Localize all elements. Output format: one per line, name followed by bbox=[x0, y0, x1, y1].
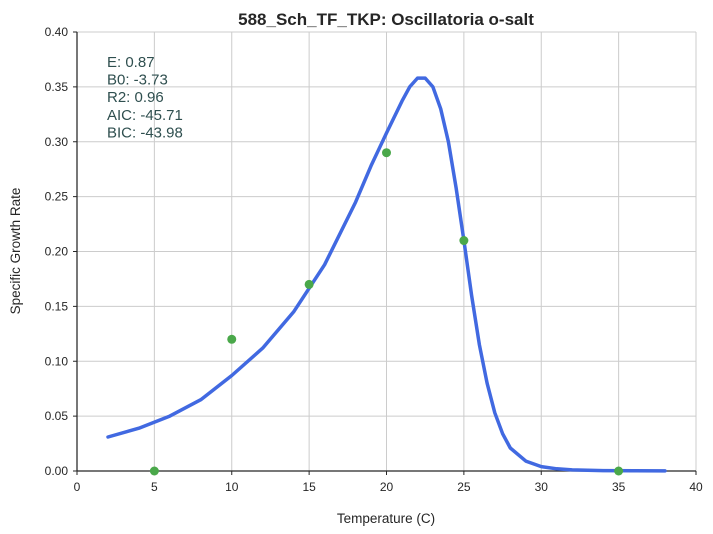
y-axis-title: Specific Growth Rate bbox=[8, 188, 23, 315]
chart-title: 588_Sch_TF_TKP: Oscillatoria o-salt bbox=[238, 10, 534, 29]
y-tick-label: 0.05 bbox=[45, 409, 69, 423]
data-point bbox=[149, 466, 159, 476]
fit-statistic: B0: -3.73 bbox=[107, 72, 168, 89]
y-tick-label: 0.40 bbox=[45, 25, 69, 39]
fit-statistic: AIC: -45.71 bbox=[107, 107, 183, 124]
y-tick-label: 0.30 bbox=[45, 135, 69, 149]
x-tick-label: 5 bbox=[151, 480, 158, 494]
x-tick-label: 40 bbox=[689, 480, 703, 494]
x-tick-label: 30 bbox=[535, 480, 549, 494]
fit-statistic: R2: 0.96 bbox=[107, 89, 164, 106]
x-tick-label: 15 bbox=[302, 480, 316, 494]
y-tick-label: 0.20 bbox=[45, 245, 69, 259]
fitted-curve bbox=[106, 76, 667, 473]
series bbox=[106, 76, 667, 476]
x-tick-label: 25 bbox=[457, 480, 471, 494]
x-tick-label: 0 bbox=[74, 480, 81, 494]
x-tick-label: 10 bbox=[225, 480, 239, 494]
data-point bbox=[382, 148, 391, 158]
y-tick-label: 0.35 bbox=[45, 80, 69, 94]
x-tick-label: 35 bbox=[612, 480, 626, 494]
y-tick-label: 0.10 bbox=[45, 354, 69, 368]
x-tick-labels: 0 5 10 15 20 25 30 35 40 bbox=[74, 480, 703, 494]
fit-statistic: BIC: -43.98 bbox=[107, 124, 183, 141]
y-tick-label: 0.15 bbox=[45, 299, 69, 313]
data-point bbox=[459, 236, 469, 246]
data-point bbox=[227, 334, 237, 344]
x-axis-title: Temperature (C) bbox=[337, 511, 435, 526]
fit-statistic: E: 0.87 bbox=[107, 54, 155, 71]
data-point bbox=[304, 279, 314, 289]
x-tick-label: 20 bbox=[380, 480, 394, 494]
y-tick-label: 0.00 bbox=[45, 464, 69, 478]
y-tick-label: 0.25 bbox=[45, 190, 69, 204]
y-tick-labels: 0.00 0.05 0.10 0.15 0.20 0.25 0.30 0.35 0.40 bbox=[45, 25, 69, 478]
data-point bbox=[614, 466, 624, 476]
